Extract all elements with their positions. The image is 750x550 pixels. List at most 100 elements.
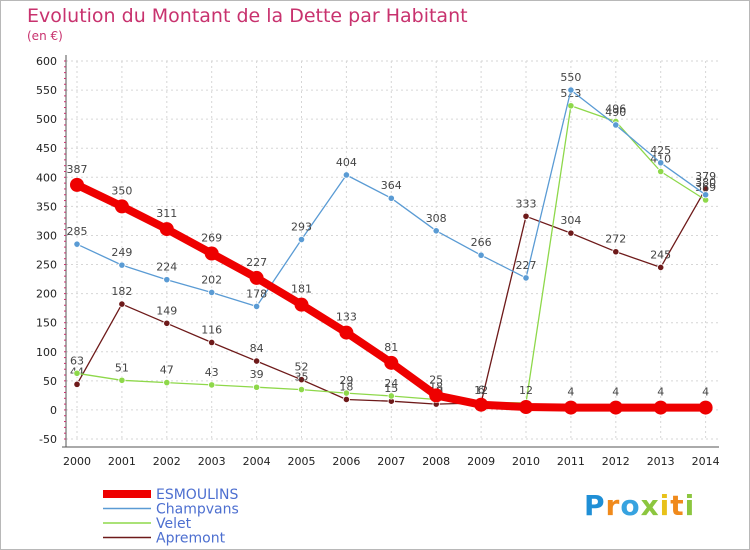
data-point-esmoulins: [70, 177, 84, 192]
y-tick-label: 450: [36, 142, 57, 155]
y-tick-label: 550: [36, 84, 57, 97]
data-label-velet: 6: [478, 383, 485, 396]
y-tick-label: 0: [50, 404, 57, 417]
data-point-champvans: [73, 240, 81, 248]
data-label-velet: 24: [384, 377, 398, 390]
data-point-apremont: [342, 395, 350, 404]
data-label-velet: 496: [605, 102, 626, 115]
data-label-champvans: 266: [471, 236, 492, 249]
data-label-esmoulins: 81: [384, 341, 398, 354]
x-tick-label: 2002: [153, 455, 181, 468]
y-tick-label: 350: [36, 200, 57, 213]
data-point-esmoulins: [339, 325, 354, 340]
data-point-velet: [118, 376, 126, 384]
x-tick-label: 2007: [377, 455, 405, 468]
data-point-apremont: [163, 319, 171, 327]
data-label-velet: 51: [115, 361, 129, 374]
data-label-apremont: 149: [156, 304, 177, 317]
data-label-velet: 12: [519, 384, 533, 397]
data-point-esmoulins: [249, 270, 264, 285]
data-point-esmoulins: [563, 400, 578, 415]
y-tick-label: 300: [36, 229, 57, 242]
data-point-champvans: [253, 302, 261, 311]
proxiti-logo: Proxiti: [584, 489, 696, 522]
legend-label-apremont: Apremont: [156, 531, 226, 547]
x-tick-label: 2004: [243, 455, 271, 468]
data-point-esmoulins: [519, 400, 533, 415]
data-point-champvans: [387, 194, 395, 202]
data-label-apremont: 52: [295, 361, 309, 374]
data-point-apremont: [73, 380, 81, 388]
data-point-champvans: [522, 274, 530, 282]
data-point-apremont: [297, 376, 306, 384]
grid: [66, 60, 719, 440]
data-label-apremont: 84: [250, 342, 264, 355]
data-point-champvans: [432, 227, 440, 235]
data-label-velet: 410: [650, 152, 671, 165]
data-point-champvans: [118, 261, 126, 269]
data-point-esmoulins: [294, 297, 309, 312]
data-label-champvans: 293: [291, 221, 312, 234]
legend-label-esmoulins: ESMOULINS: [156, 487, 238, 503]
data-point-apremont: [522, 212, 530, 220]
x-tick-label: 2000: [63, 455, 91, 468]
data-point-velet: [163, 378, 171, 387]
data-point-velet: [387, 392, 395, 400]
data-label-esmoulins: 133: [336, 311, 357, 324]
data-point-apremont: [567, 229, 575, 237]
x-tick-label: 2009: [467, 455, 495, 468]
data-label-velet: 47: [160, 364, 174, 377]
y-tick-label: -50: [39, 433, 57, 446]
legend-label-velet: Velet: [156, 516, 192, 532]
data-point-esmoulins: [474, 397, 489, 412]
data-label-champvans: 224: [156, 261, 177, 274]
data-label-velet: 39: [250, 368, 264, 381]
data-point-velet: [657, 167, 665, 176]
y-tick-label: 600: [36, 55, 57, 68]
data-label-esmoulins: 350: [111, 184, 132, 197]
x-tick-label: 2008: [422, 455, 450, 468]
data-point-esmoulins: [429, 388, 444, 403]
data-label-champvans: 364: [381, 179, 402, 192]
data-point-champvans: [163, 276, 171, 284]
data-label-apremont: 15: [384, 382, 398, 395]
data-label-apremont: 116: [201, 323, 222, 336]
data-point-esmoulins: [653, 400, 668, 415]
x-tick-label: 2014: [692, 455, 720, 468]
data-label-esmoulins: 4: [702, 386, 709, 399]
data-label-esmoulins: 311: [156, 207, 177, 220]
data-point-apremont: [657, 263, 665, 272]
data-label-apremont: 18: [339, 380, 353, 393]
data-point-apremont: [253, 357, 261, 365]
data-label-apremont: 245: [650, 248, 671, 261]
data-point-velet: [208, 381, 216, 389]
data-label-champvans: 249: [111, 246, 132, 259]
data-point-champvans: [567, 86, 575, 94]
data-label-velet: 29: [339, 374, 353, 387]
unit-label: (en €): [27, 29, 63, 43]
data-label-esmoulins: 4: [567, 386, 574, 399]
data-label-champvans: 285: [67, 225, 88, 238]
data-label-champvans: 425: [650, 144, 671, 157]
data-point-velet: [297, 385, 306, 394]
data-point-velet: [342, 389, 350, 397]
data-label-apremont: 272: [605, 233, 626, 246]
y-tick-label: 400: [36, 171, 57, 184]
data-label-champvans: 490: [605, 106, 626, 119]
data-label-apremont: 333: [516, 197, 537, 210]
y-tick-label: 200: [36, 288, 57, 301]
data-point-apremont: [208, 338, 216, 347]
x-tick-label: 2011: [557, 455, 585, 468]
axes: -50 0 50 100 150 200 250 300 350 400 450 500 550 600 2…: [36, 55, 720, 468]
x-tick-label: 2006: [332, 455, 360, 468]
data-label-esmoulins: 269: [201, 231, 222, 244]
data-point-apremont: [612, 248, 620, 256]
data-point-champvans: [657, 159, 665, 167]
data-label-velet: 35: [295, 371, 309, 384]
data-label-champvans: 308: [426, 212, 447, 225]
data-point-champvans: [342, 171, 350, 179]
data-point-esmoulins: [698, 400, 713, 415]
chart-title: Evolution du Montant de la Dette par Hab…: [27, 5, 468, 27]
